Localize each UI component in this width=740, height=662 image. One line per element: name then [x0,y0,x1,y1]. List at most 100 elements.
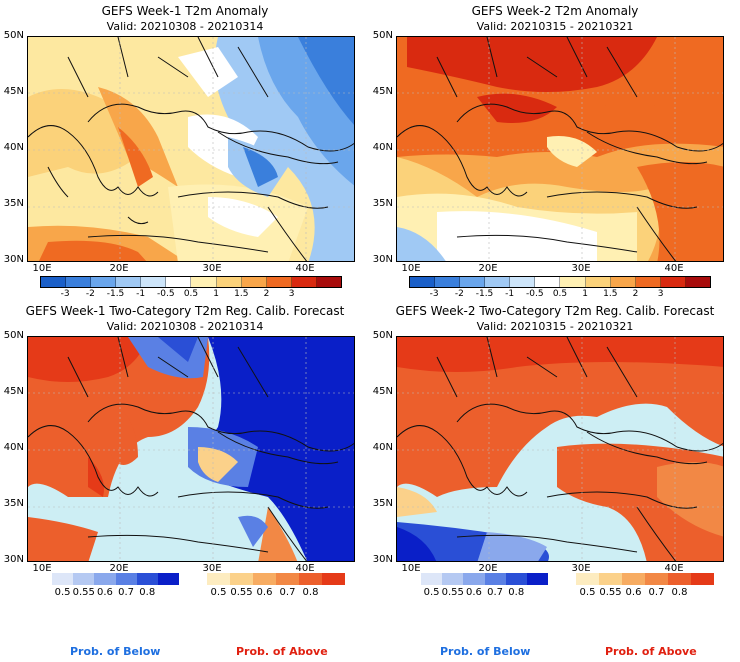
panel3-valid-text: Valid: 20210308 - 20210314 [106,320,264,333]
colorbar-tick-label: 1 [213,289,220,299]
lat-label: 50N [372,330,393,341]
lat-label: 35N [372,198,393,209]
lon-label: 40E [664,563,684,574]
prob-colorbar-tick-label: 0.6 [256,587,273,598]
prob-colorbar-tick-label: 0.6 [96,587,113,598]
prob-colorbar-swatch [622,573,645,585]
prob-colorbar-tick-label: 0.5 [579,587,596,598]
panel4-prob-below-colorbar [421,573,549,585]
lon-label: 30E [202,563,222,574]
colorbar-swatch [41,277,67,287]
prob-colorbar-tick-label: 0.8 [508,587,525,598]
lon-label: 10E [32,263,52,274]
prob-colorbar-swatch [463,573,485,585]
colorbar-swatch [485,277,511,287]
prob-colorbar-swatch [645,573,668,585]
prob-colorbar-tick-label: 0.55 [230,587,253,598]
colorbar-swatch [241,277,267,287]
panel4-prob-above-label: Prob. of Above [605,645,697,658]
prob-colorbar-swatch [115,573,137,585]
prob-colorbar-swatch [442,573,464,585]
colorbar-tick-label: 2 [263,289,270,299]
panel3-map [27,336,355,562]
colorbar-tick-label: -2 [85,289,95,299]
panel2-title-text: GEFS Week-2 T2m Anomaly [471,4,639,18]
panel1-valid-text: Valid: 20210308 - 20210314 [106,20,264,33]
colorbar-swatch [191,277,217,287]
panel2-map [396,36,724,262]
colorbar-swatch [585,277,611,287]
lat-label: 35N [3,498,24,509]
colorbar-swatch [116,277,142,287]
panel4-map [396,336,724,562]
panel3-prob-above-colorbar [207,573,345,585]
prob-colorbar-tick-label: 0.55 [72,587,95,598]
prob-colorbar-swatch [73,573,95,585]
lon-label: 30E [571,263,591,274]
lat-label: 30N [372,254,393,265]
colorbar-tick-label: 3 [288,289,295,299]
panel1-map [27,36,355,262]
colorbar-swatch [510,277,536,287]
colorbar-tick-label: -0.5 [157,289,175,299]
prob-colorbar-swatch [136,573,158,585]
lat-label: 30N [372,554,393,565]
lon-label: 30E [571,563,591,574]
prob-colorbar-swatch [668,573,691,585]
lon-label: 30E [202,263,222,274]
prob-colorbar-tick-label: 0.6 [625,587,642,598]
colorbar-swatch [141,277,167,287]
prob-colorbar-swatch [276,573,299,585]
lon-label: 20E [478,563,498,574]
prob-colorbar-tick-label: 0.7 [279,587,296,598]
lat-label: 35N [3,198,24,209]
colorbar-swatch [535,277,561,287]
prob-colorbar-tick-label: 0.55 [441,587,464,598]
panel1-title: GEFS Week-1 T2m Anomaly Valid: 20210308 … [20,4,350,34]
prob-colorbar-swatch [526,573,549,585]
lat-label: 45N [372,386,393,397]
prob-colorbar-tick-label: 0.8 [671,587,688,598]
colorbar-swatch [266,277,292,287]
panel4-prob-above-colorbar [576,573,714,585]
prob-colorbar-swatch [207,573,230,585]
lat-label: 40N [372,142,393,153]
panel4-prob-below-label: Prob. of Below [440,645,531,658]
lat-label: 45N [3,86,24,97]
colorbar-tick-label: -3 [429,289,439,299]
lat-label: 35N [372,498,393,509]
lon-label: 40E [664,263,684,274]
prob-colorbar-swatch [94,573,116,585]
prob-colorbar-swatch [52,573,74,585]
panel2-anomaly-colorbar [409,276,711,288]
prob-colorbar-swatch [322,573,345,585]
colorbar-swatch [166,277,192,287]
colorbar-swatch [291,277,317,287]
lat-label: 40N [372,442,393,453]
colorbar-tick-label: -1.5 [475,289,494,299]
panel4-title-text: GEFS Week-2 Two-Category T2m Reg. Calib.… [395,304,715,318]
colorbar-tick-label: 3 [657,289,664,299]
prob-colorbar-swatch [576,573,599,585]
lat-label: 40N [3,442,24,453]
panel1-title-text: GEFS Week-1 T2m Anomaly [101,4,269,18]
colorbar-tick-label: -0.5 [526,289,544,299]
colorbar-swatch [460,277,486,287]
lon-label: 20E [109,263,129,274]
colorbar-tick-label: -1 [136,289,146,299]
colorbar-tick-label: 2 [632,289,639,299]
colorbar-swatch [660,277,686,287]
prob-colorbar-tick-label: 0.7 [118,587,135,598]
colorbar-tick-label: -2 [454,289,464,299]
prob-colorbar-tick-label: 0.7 [648,587,665,598]
colorbar-swatch [216,277,242,287]
lat-label: 30N [3,254,24,265]
lon-label: 10E [401,563,421,574]
prob-colorbar-tick-label: 0.55 [599,587,622,598]
prob-colorbar-tick-label: 0.5 [210,587,227,598]
prob-colorbar-tick-label: 0.8 [139,587,156,598]
prob-colorbar-tick-label: 0.5 [54,587,71,598]
prob-colorbar-swatch [253,573,276,585]
panel2-title: GEFS Week-2 T2m Anomaly Valid: 20210315 … [390,4,720,34]
panel3-title: GEFS Week-1 Two-Category T2m Reg. Calib.… [0,304,370,334]
